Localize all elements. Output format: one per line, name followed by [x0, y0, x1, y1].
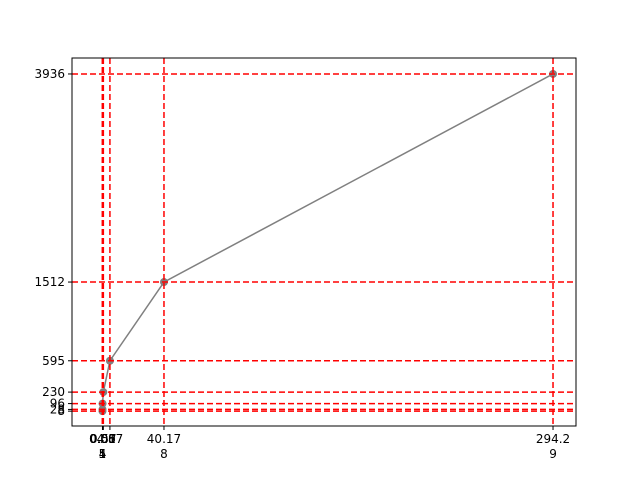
y-tick-label: 230: [42, 385, 65, 399]
x-tick-label: 0.57: [90, 432, 117, 446]
y-tick-label: 96: [50, 397, 65, 411]
x-tick-label: 294.2 9: [536, 432, 570, 461]
y-tick-label: 1512: [34, 275, 65, 289]
y-tick-label: 595: [42, 354, 65, 368]
x-tick-label: 0.01 5: [89, 432, 116, 461]
x-tick-label: 40.17 8: [147, 432, 181, 461]
x-tick-label: 4.87: [97, 432, 124, 446]
y-tick-label: 3936: [34, 67, 65, 81]
x-tick-label: 0.00 1: [89, 432, 116, 461]
y-tick-label: 28: [50, 402, 65, 416]
x-tick-label: 0.05 4: [89, 432, 116, 461]
y-tick-label: 8: [57, 404, 65, 418]
plot-frame: [71, 57, 577, 427]
